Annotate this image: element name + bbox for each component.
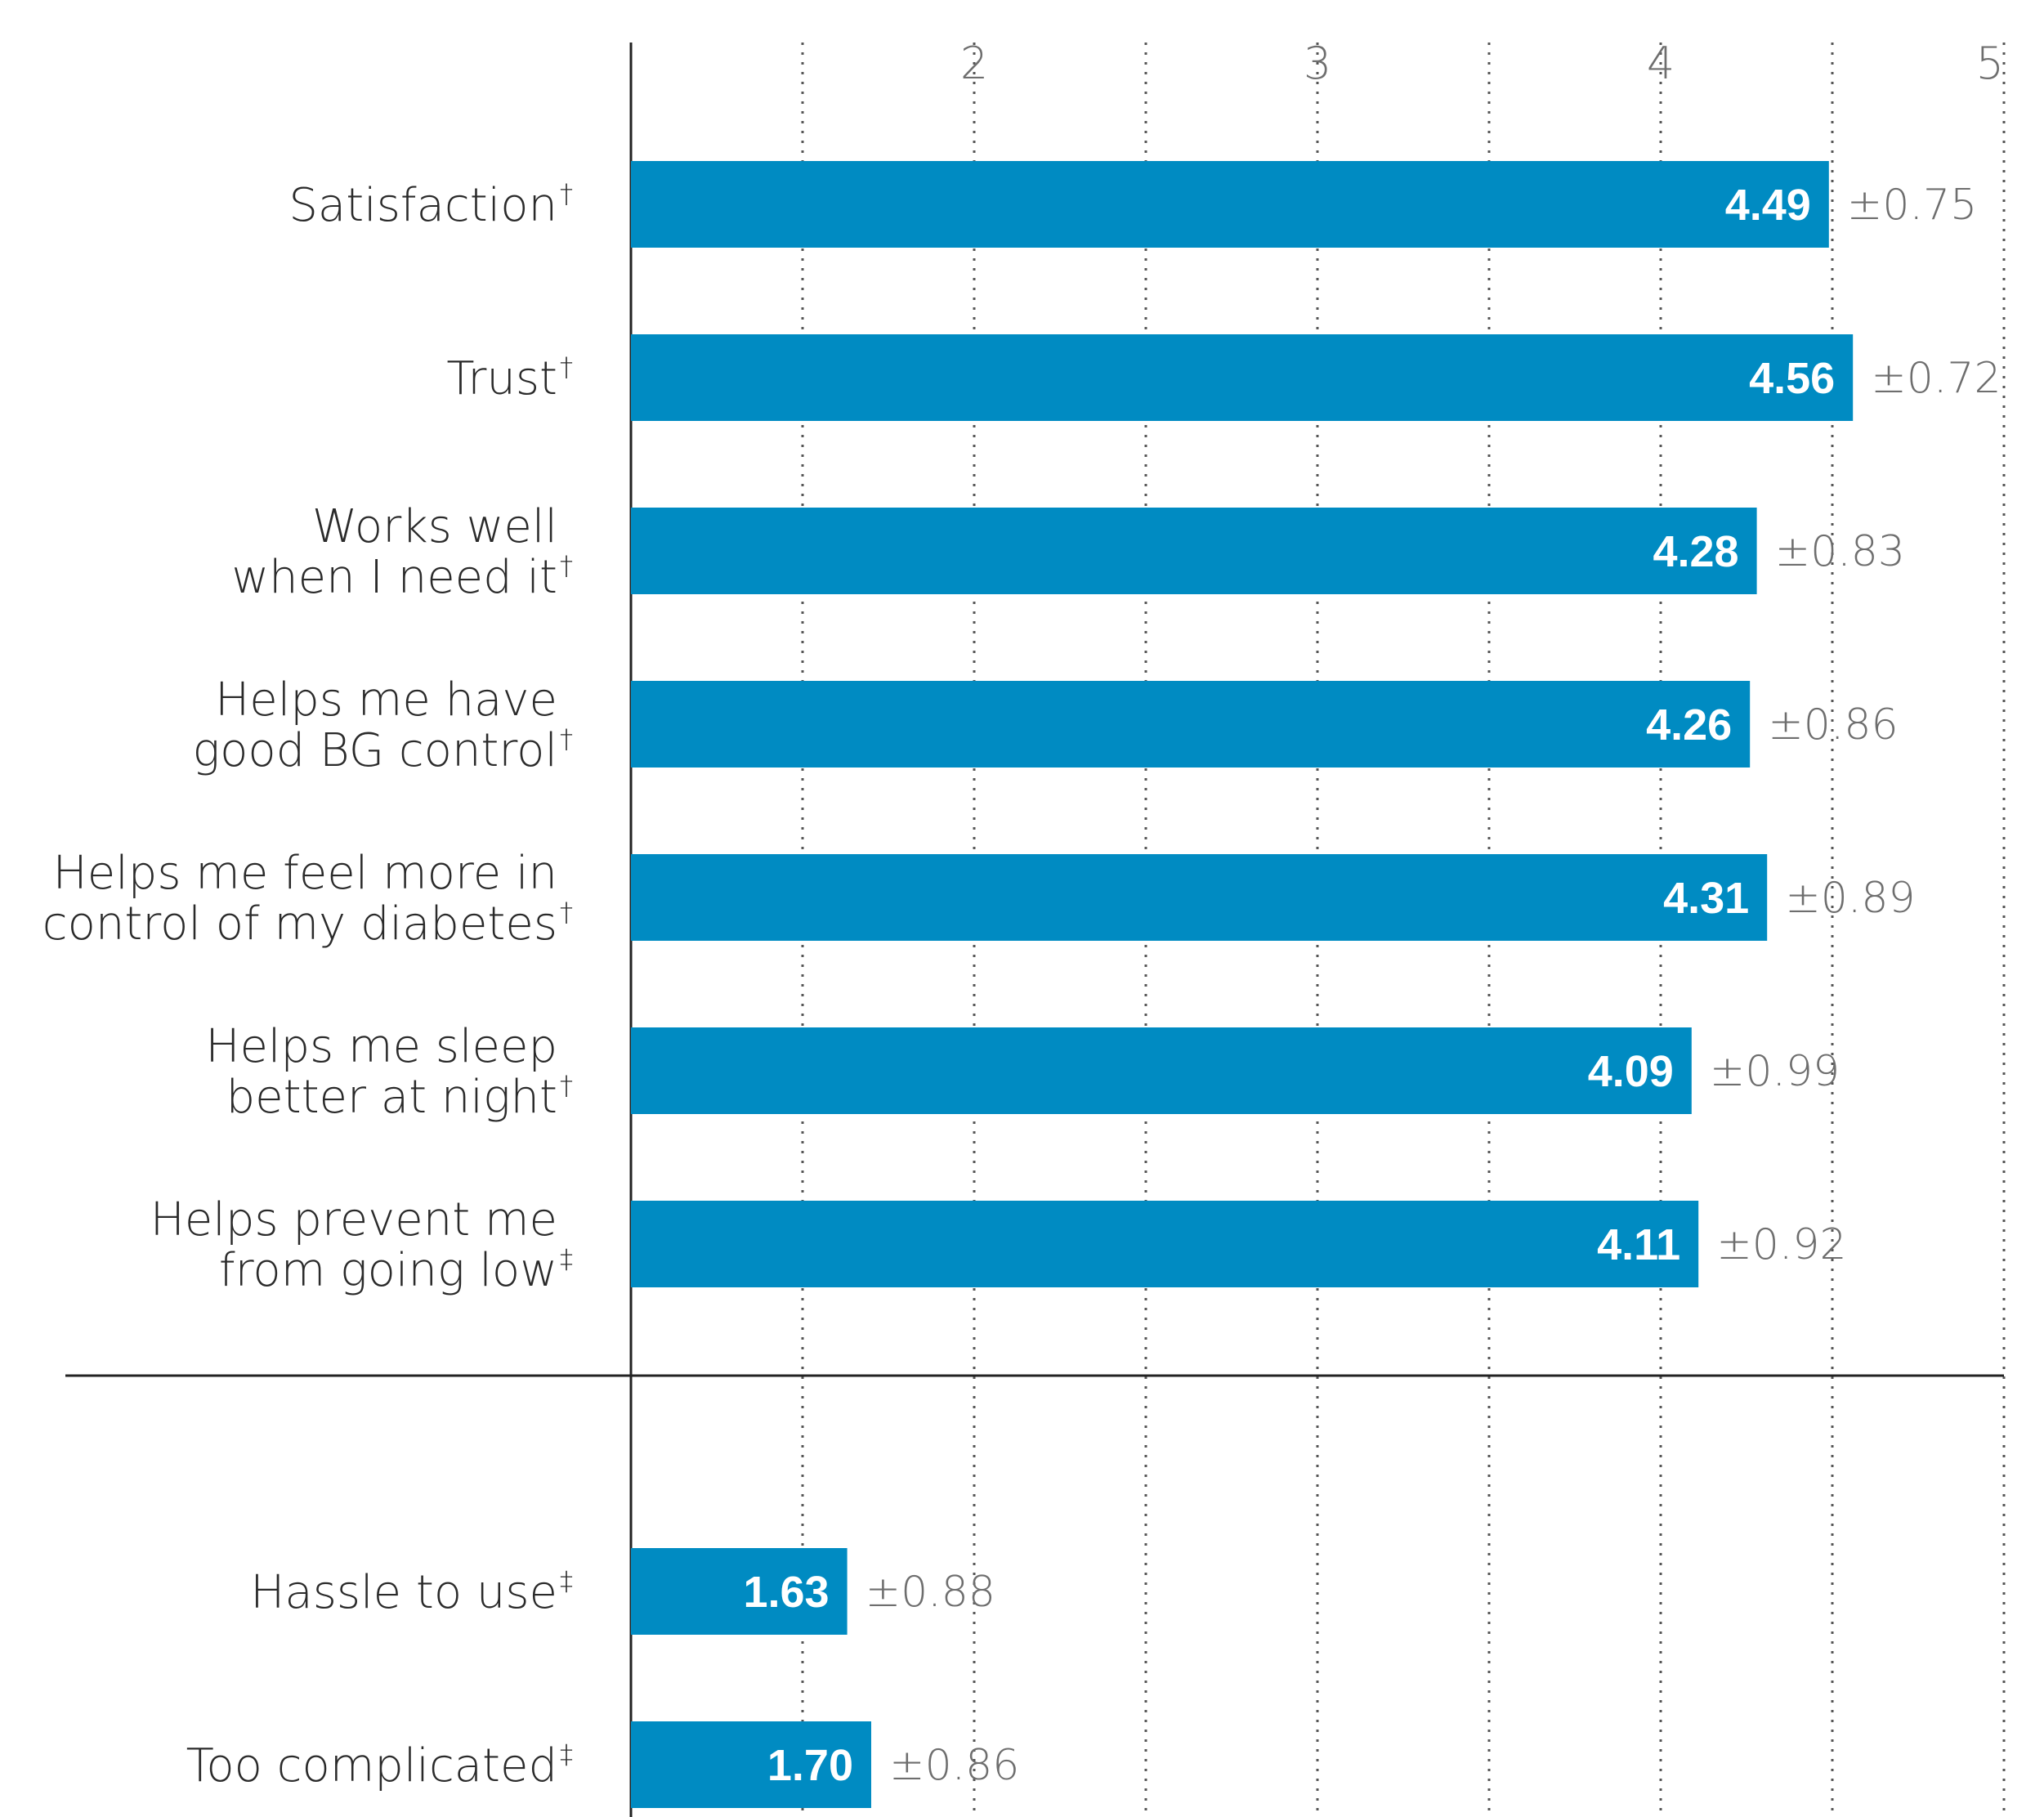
category-label: Satisfaction [288,179,557,232]
bar [631,854,1767,941]
footnote-mark: † [560,723,573,754]
footnote-mark: † [560,351,573,383]
bar-value-label: 4.26 [1646,700,1732,750]
x-tick-label: 2 [960,38,988,89]
bar-error-label: ±0.83 [1775,527,1905,576]
bar [631,681,1750,768]
category-label: Too complicated [186,1739,557,1792]
footnote-mark: † [560,550,573,581]
category-label: from going low [219,1244,557,1297]
bar-value-label: 4.09 [1588,1047,1674,1096]
category-label: when I need it [231,551,557,604]
bar-error-label: ±0.88 [865,1568,995,1617]
bar [631,1027,1692,1114]
category-label: Helps me have [215,674,557,727]
bars: 4.49 ±0.75 4.56 ±0.72 4.28 ±0.83 4.26 ±0.86 4.31… [631,161,2002,1808]
footnote-mark: † [560,897,573,928]
category-label: Works well [312,500,557,553]
bar-error-label: ±0.75 [1847,181,1977,230]
footnote-mark: † [560,1070,573,1101]
bar [631,334,1853,421]
category-label: control of my diabetes [42,897,557,951]
bar-error-label: ±0.89 [1785,874,1915,923]
bar-value-label: 1.70 [767,1741,853,1790]
footnote-mark: ‡ [560,1565,573,1596]
category-label: Helps prevent me [150,1193,557,1246]
bar-value-label: 4.49 [1725,181,1811,230]
bar [631,161,1829,248]
footnote-mark: ‡ [560,1739,573,1770]
bar-value-label: 4.31 [1663,874,1749,923]
footnote-mark: † [560,178,573,209]
category-label: Hassle to use [250,1566,557,1619]
category-label: Helps me sleep [205,1020,557,1073]
bar [631,508,1757,594]
bar-error-label: ±0.72 [1871,354,2001,403]
bar-error-label: ±0.99 [1710,1047,1840,1096]
category-label: Trust [446,352,557,405]
bar-error-label: ±0.86 [889,1741,1019,1790]
x-axis-ticks: 2 3 4 5 [960,38,2004,89]
footnote-mark: ‡ [560,1243,573,1274]
bar-value-label: 1.63 [743,1568,829,1617]
bar [631,1201,1698,1287]
x-tick-label: 4 [1647,38,1675,89]
bar-value-label: 4.28 [1653,527,1738,576]
bar-value-label: 4.56 [1749,354,1835,403]
bar-error-label: ±0.86 [1768,700,1898,750]
bar-value-label: 4.11 [1597,1220,1680,1269]
bar-error-label: ±0.92 [1716,1220,1846,1269]
x-tick-label: 3 [1304,38,1331,89]
category-label: good BG control [193,724,557,777]
category-label: better at night [226,1071,557,1124]
x-tick-label: 5 [1976,38,2004,89]
category-label: Helps me feel more in [53,847,557,900]
